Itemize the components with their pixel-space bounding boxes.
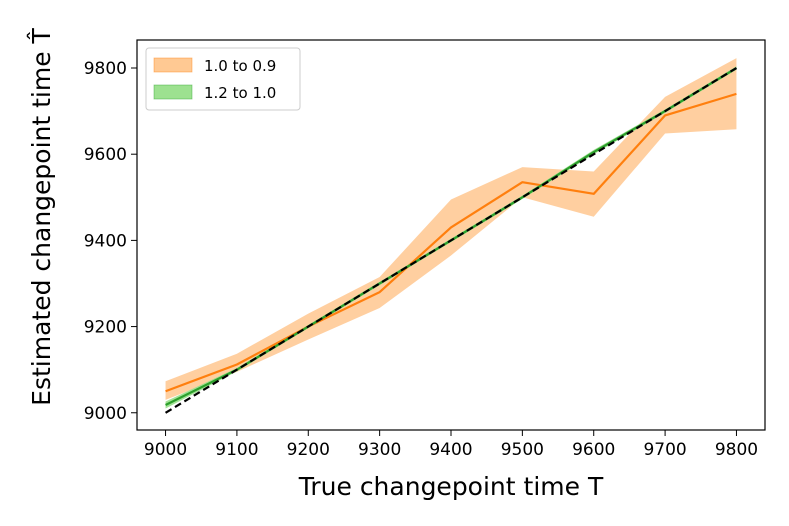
y-axis-label: Estimated changepoint time T̂ (27, 27, 56, 405)
reference-line (164, 67, 738, 414)
y-tick-label: 9800 (84, 59, 127, 79)
y-tick-label: 9000 (84, 404, 127, 424)
x-tick-label: 9300 (358, 440, 401, 460)
x-tick-label: 9400 (429, 440, 472, 460)
band-1-0-to-0-9 (165, 58, 737, 400)
x-tick-label: 9800 (715, 440, 758, 460)
x-tick-label: 9500 (501, 440, 544, 460)
legend-swatch-1-0-to-0-9 (153, 57, 193, 73)
x-tick-label: 9100 (215, 440, 258, 460)
line-1-0-to-0-9 (165, 92, 737, 393)
legend: 1.0 to 0.9 1.2 to 1.0 (145, 47, 301, 111)
reference-line-group (164, 67, 738, 414)
y-axis-ticks: 9000 9200 9400 9600 9800 (84, 59, 137, 424)
x-axis-label: True changepoint time T (298, 472, 604, 501)
legend-label-1-0-to-0-9: 1.0 to 0.9 (204, 57, 276, 75)
x-axis-ticks: 9000 9100 9200 9300 9400 9500 9600 9700 9800 (144, 430, 758, 460)
x-tick-label: 9000 (144, 440, 187, 460)
x-tick-label: 9600 (572, 440, 615, 460)
legend-swatch-1-2-to-1-0 (153, 84, 193, 100)
y-tick-label: 9600 (84, 145, 127, 165)
y-tick-label: 9400 (84, 231, 127, 251)
y-tick-label: 9200 (84, 318, 127, 338)
legend-label-1-2-to-1-0: 1.2 to 1.0 (204, 84, 276, 102)
x-tick-label: 9200 (287, 440, 330, 460)
x-tick-label: 9700 (643, 440, 686, 460)
